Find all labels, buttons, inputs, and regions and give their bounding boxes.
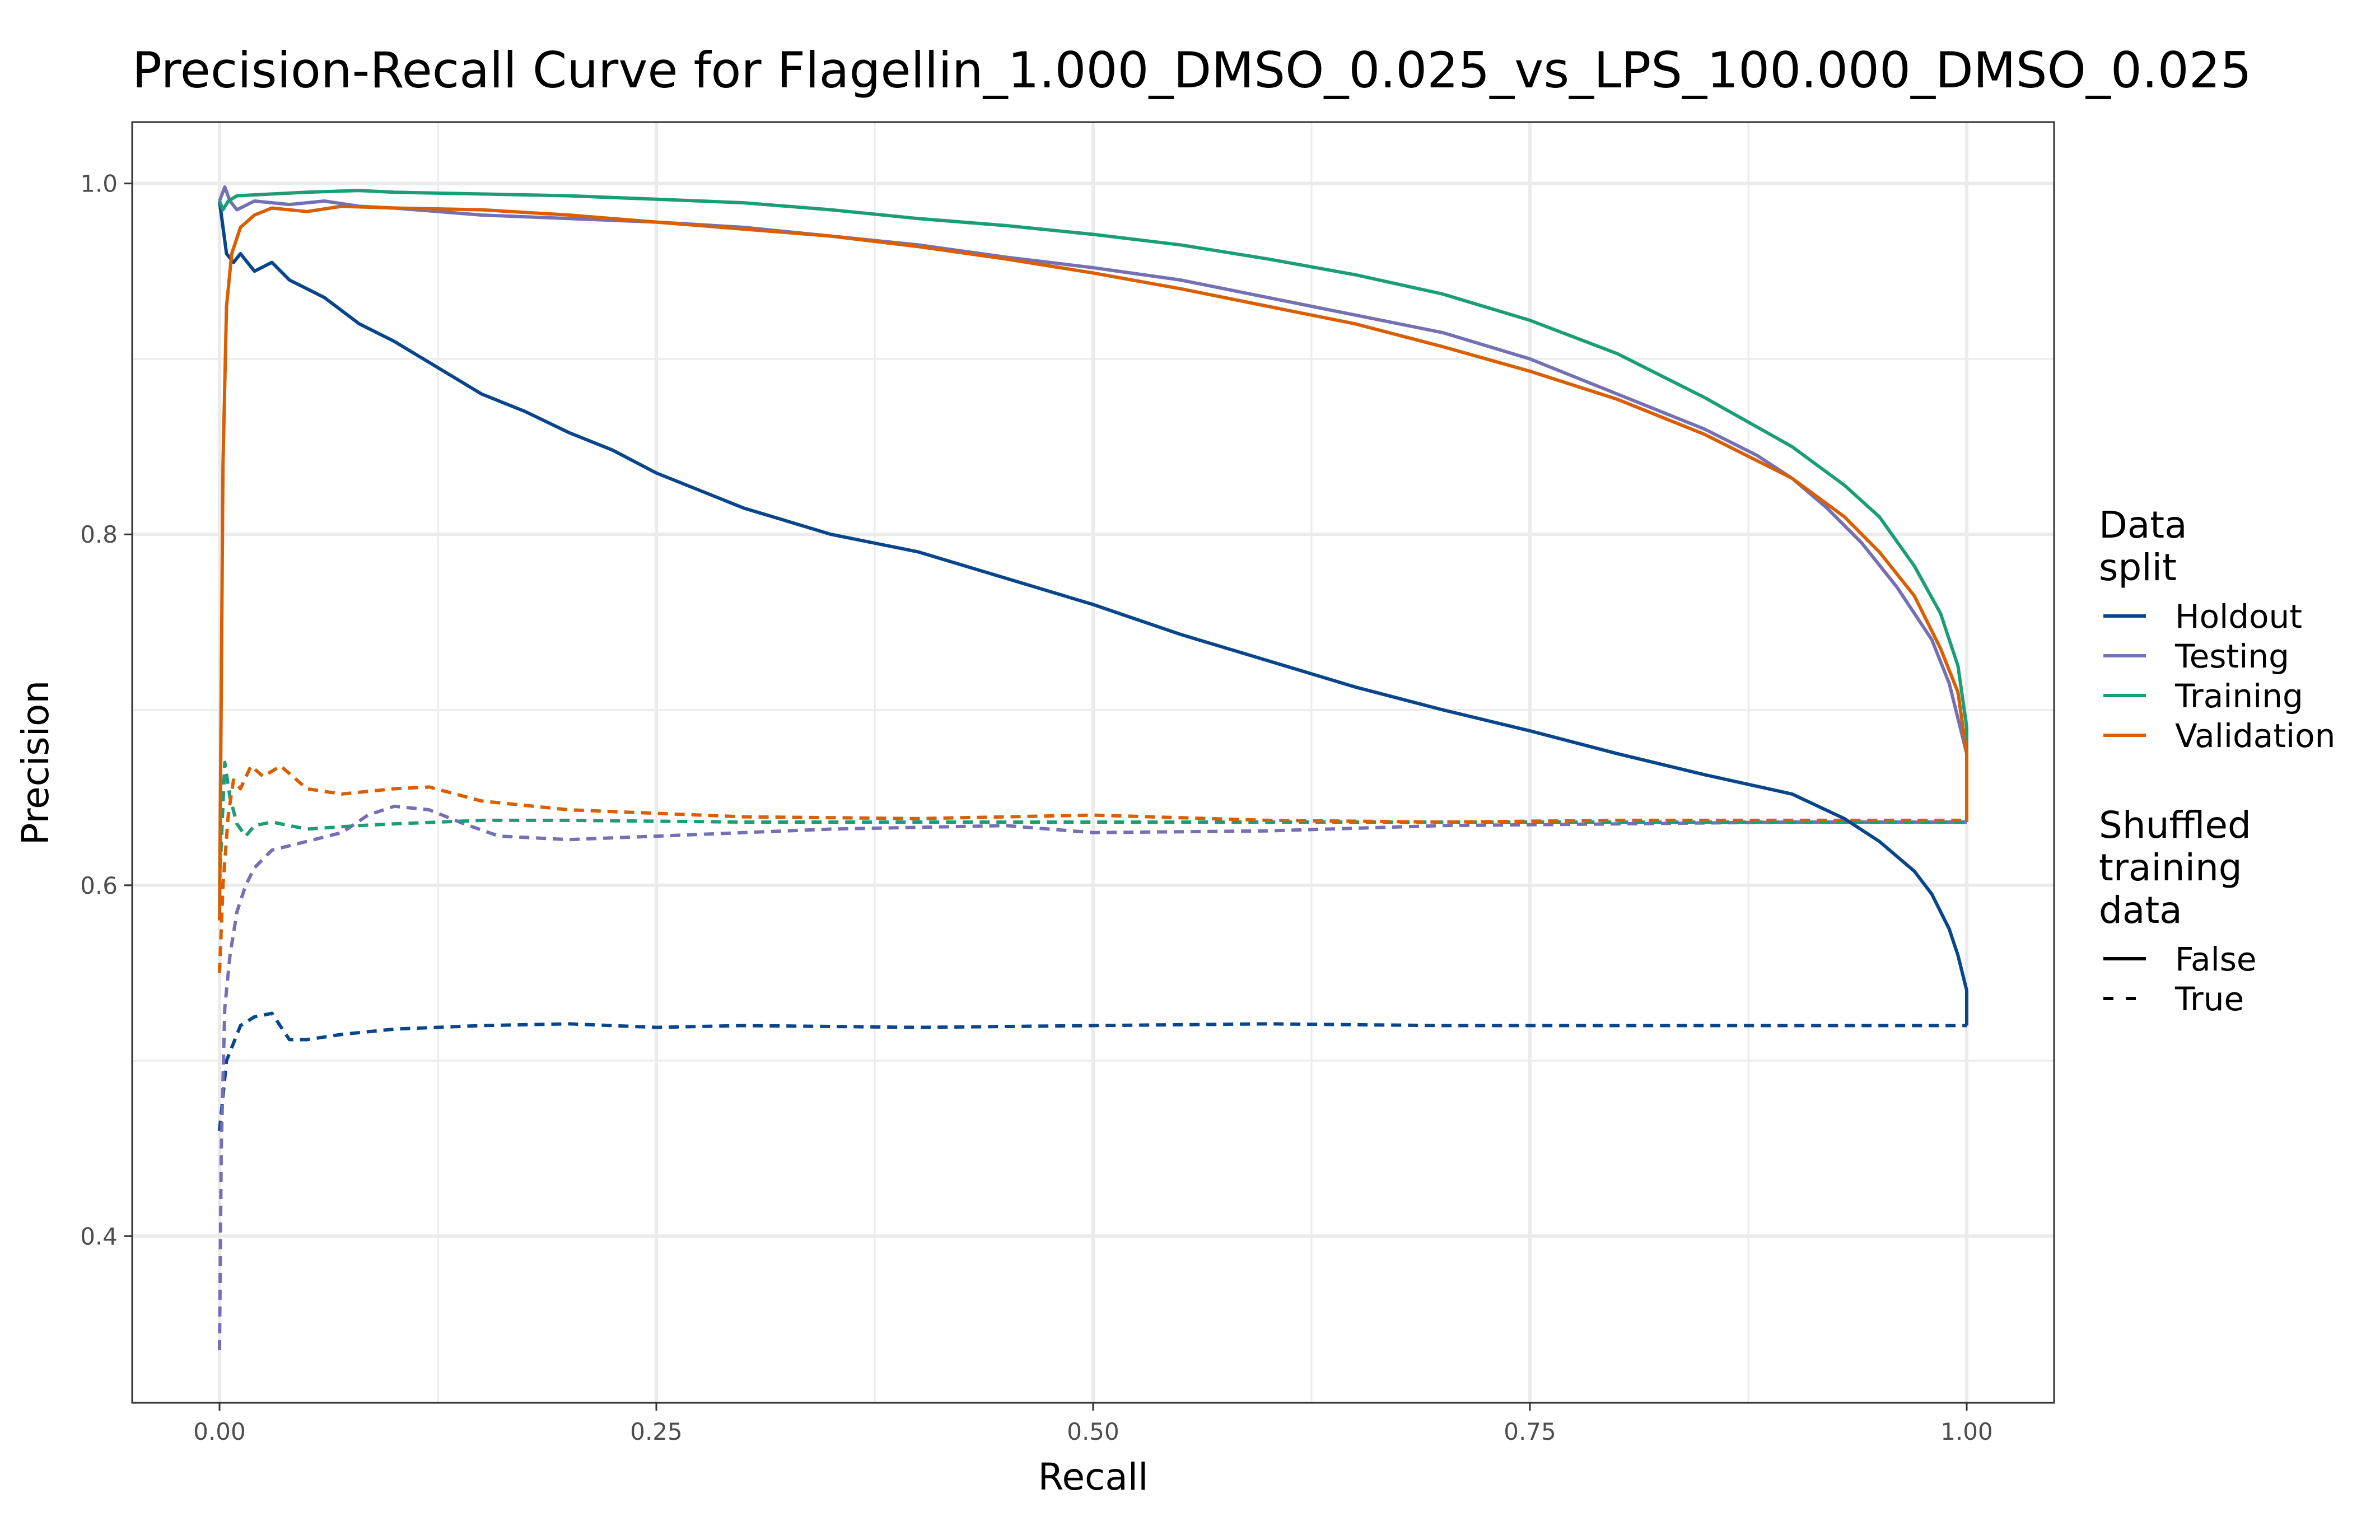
y-tick-label: 0.8 xyxy=(80,521,118,548)
legend-label-training: Training xyxy=(2174,677,2303,715)
series-validation-unshuffled xyxy=(218,204,1968,921)
x-axis-title: Recall xyxy=(1038,1455,1149,1499)
y-tick-label: 0.6 xyxy=(80,872,118,899)
y-tick-label: 0.4 xyxy=(80,1222,118,1250)
legend-label-true: True xyxy=(2174,980,2244,1018)
legend-title-data-split: Data xyxy=(2099,503,2187,547)
x-tick-label: 0.75 xyxy=(1504,1418,1556,1445)
legend-label-validation: Validation xyxy=(2175,717,2335,755)
series-testing-shuffled xyxy=(218,804,1967,1351)
legend-label-false: False xyxy=(2175,940,2257,978)
legend-label-testing: Testing xyxy=(2174,637,2289,675)
legend-title-shuffled: data xyxy=(2099,889,2182,932)
x-tick-label: 0.00 xyxy=(193,1418,246,1445)
series-layer xyxy=(218,185,1968,1351)
series-validation-shuffled xyxy=(218,764,1967,973)
legend-label-holdout: Holdout xyxy=(2175,598,2302,636)
series-holdout-shuffled xyxy=(218,1011,1967,1131)
series-training-unshuffled xyxy=(218,189,1968,822)
y-tick-label: 1.0 xyxy=(80,170,118,198)
x-tick-label: 1.00 xyxy=(1940,1418,1993,1445)
legend-title-data-split: split xyxy=(2099,546,2177,589)
chart-title: Precision-Recall Curve for Flagellin_1.0… xyxy=(132,41,2252,99)
series-training-shuffled xyxy=(218,760,1967,885)
y-axis-ticks: 0.4 0.6 0.8 1.0 xyxy=(80,170,132,1250)
legend-title-shuffled: training xyxy=(2099,846,2242,889)
legend-title-shuffled: Shuffled xyxy=(2099,804,2251,847)
x-axis-ticks: 0.00 0.25 0.50 0.75 1.00 xyxy=(193,1403,1993,1445)
y-axis-title: Precision xyxy=(14,680,57,846)
x-tick-label: 0.25 xyxy=(630,1418,683,1445)
plot-panel xyxy=(131,121,2055,1404)
series-holdout-unshuffled xyxy=(218,200,1968,1026)
x-tick-label: 0.50 xyxy=(1067,1418,1119,1445)
series-testing-unshuffled xyxy=(218,185,1968,822)
